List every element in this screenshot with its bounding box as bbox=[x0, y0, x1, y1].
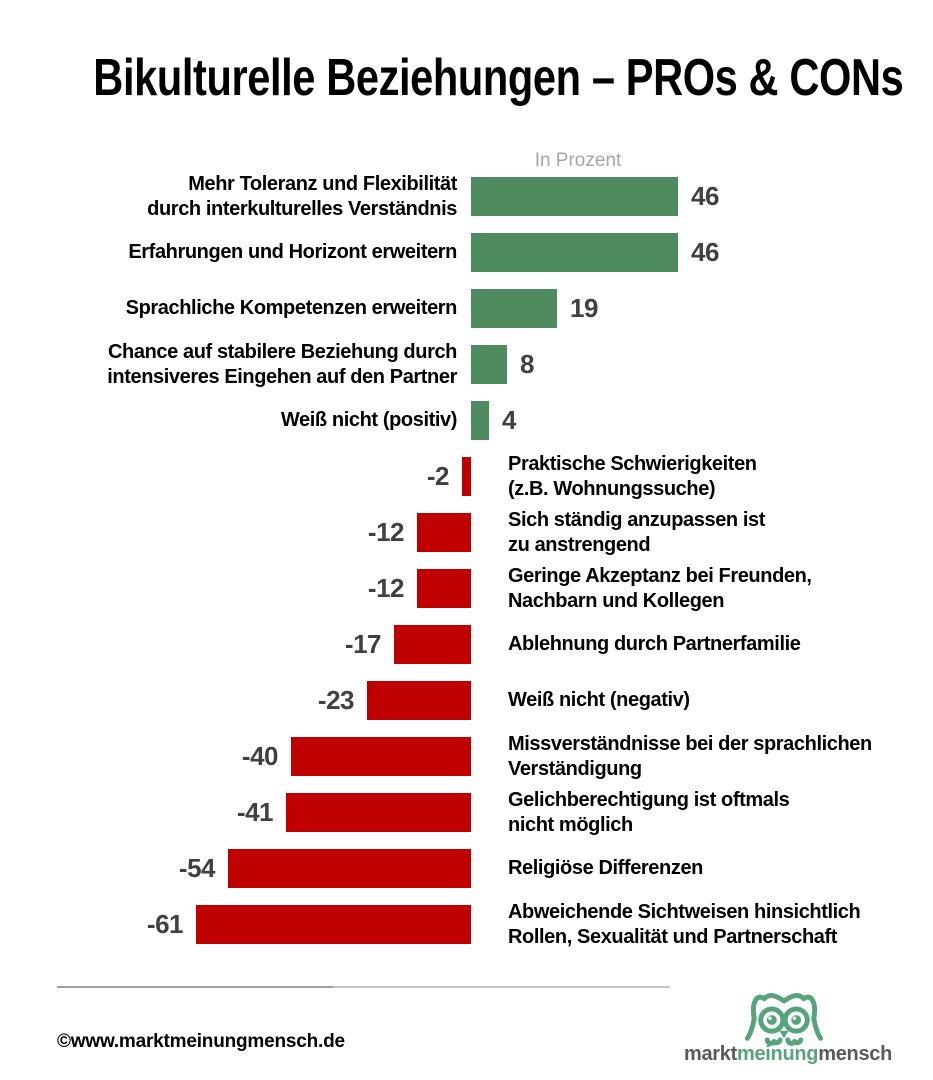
category-label: Missverständnisse bei der sprachlichen Ve… bbox=[508, 732, 872, 780]
negative-bar bbox=[367, 681, 471, 720]
category-label: Chance auf stabilere Beziehung durch inte… bbox=[107, 340, 457, 388]
chart-row: Religiöse Differenzen -54 bbox=[0, 848, 933, 904]
footer: ©www.marktmeinungmensch.de Daten: Bildko… bbox=[57, 993, 482, 1080]
footer-copyright: ©www.marktmeinungmensch.de bbox=[57, 1031, 345, 1052]
unit-label: In Prozent bbox=[534, 150, 622, 171]
negative-bar bbox=[196, 905, 471, 944]
negative-bar bbox=[291, 737, 471, 776]
positive-bar bbox=[471, 289, 557, 328]
logo-wordmark: marktmeinungmensch bbox=[684, 1043, 892, 1066]
negative-bar bbox=[417, 569, 471, 608]
category-label: Religiöse Differenzen bbox=[508, 857, 703, 879]
chart-row: Weiß nicht (positiv) 4 bbox=[0, 400, 933, 456]
value-label: 19 bbox=[570, 293, 598, 323]
chart-row: Sprachliche Kompetenzen erweitern 19 bbox=[0, 288, 933, 344]
category-label: Geringe Akzeptanz bei Freunden, Nachbarn … bbox=[508, 564, 812, 612]
negative-bar bbox=[417, 513, 471, 552]
value-label: 46 bbox=[691, 237, 719, 267]
positive-bar bbox=[471, 233, 678, 272]
category-label: Erfahrungen und Horizont erweitern bbox=[128, 241, 457, 263]
value-label: -40 bbox=[241, 741, 279, 771]
page-title: Bikulturelle Beziehungen – PROs & CONs bbox=[93, 49, 904, 107]
chart-row: Geringe Akzeptanz bei Freunden, Nachbarn … bbox=[0, 564, 933, 624]
category-label: Abweichende Sichtweisen hinsichtlich Roll… bbox=[508, 900, 861, 948]
value-label: -17 bbox=[344, 629, 382, 659]
logo: marktmeinungmensch bbox=[684, 988, 892, 1066]
category-label: Gelichberechtigung ist oftmals nicht mögl… bbox=[508, 788, 790, 836]
negative-bar bbox=[228, 849, 471, 888]
value-label: -41 bbox=[236, 797, 274, 827]
negative-bar bbox=[394, 625, 471, 664]
value-label: -12 bbox=[367, 573, 405, 603]
value-label: -61 bbox=[146, 909, 184, 939]
chart-row: Abweichende Sichtweisen hinsichtlich Roll… bbox=[0, 900, 933, 960]
owl-logo-icon bbox=[744, 993, 824, 1046]
category-label: Ablehnung durch Partnerfamilie bbox=[508, 633, 801, 655]
chart-row: Gelichberechtigung ist oftmals nicht mögl… bbox=[0, 788, 933, 848]
positive-bar bbox=[471, 401, 489, 440]
logo-word-markt: markt bbox=[684, 1043, 737, 1065]
value-label: 8 bbox=[520, 349, 534, 379]
chart-row: Ablehnung durch Partnerfamilie -17 bbox=[0, 624, 933, 680]
chart-row: Mehr Toleranz und Flexibilität durch inte… bbox=[0, 172, 933, 232]
value-label: -2 bbox=[426, 461, 450, 491]
negative-bar bbox=[462, 457, 471, 496]
category-label: Mehr Toleranz und Flexibilität durch inte… bbox=[147, 172, 457, 220]
chart-row: Chance auf stabilere Beziehung durch inte… bbox=[0, 340, 933, 400]
chart-row: Sich ständig anzupassen ist zu anstrengen… bbox=[0, 508, 933, 568]
value-label: -23 bbox=[317, 685, 355, 715]
category-label: Weiß nicht (positiv) bbox=[280, 409, 457, 431]
chart-row: Weiß nicht (negativ) -23 bbox=[0, 680, 933, 736]
footer-divider bbox=[57, 986, 670, 988]
chart-row: Missverständnisse bei der sprachlichen Ve… bbox=[0, 732, 933, 792]
chart-row: Praktische Schwierigkeiten (z.B. Wohnungs… bbox=[0, 452, 933, 512]
value-label: -54 bbox=[178, 853, 216, 883]
negative-bar bbox=[286, 793, 471, 832]
positive-bar bbox=[471, 345, 507, 384]
category-label: Weiß nicht (negativ) bbox=[508, 689, 690, 711]
category-label: Praktische Schwierigkeiten (z.B. Wohnungs… bbox=[508, 452, 757, 500]
category-label: Sprachliche Kompetenzen erweitern bbox=[125, 297, 458, 319]
category-label: Sich ständig anzupassen ist zu anstrengen… bbox=[508, 508, 766, 556]
positive-bar bbox=[471, 177, 678, 216]
chart-row: Erfahrungen und Horizont erweitern 46 bbox=[0, 232, 933, 288]
value-label: -12 bbox=[367, 517, 405, 547]
diverging-bar-chart: Mehr Toleranz und Flexibilität durch inte… bbox=[0, 172, 933, 948]
logo-word-mensch: mensch bbox=[818, 1043, 893, 1065]
value-label: 4 bbox=[502, 405, 516, 435]
value-label: 46 bbox=[691, 181, 719, 211]
logo-word-meinung: meinung bbox=[736, 1043, 819, 1065]
